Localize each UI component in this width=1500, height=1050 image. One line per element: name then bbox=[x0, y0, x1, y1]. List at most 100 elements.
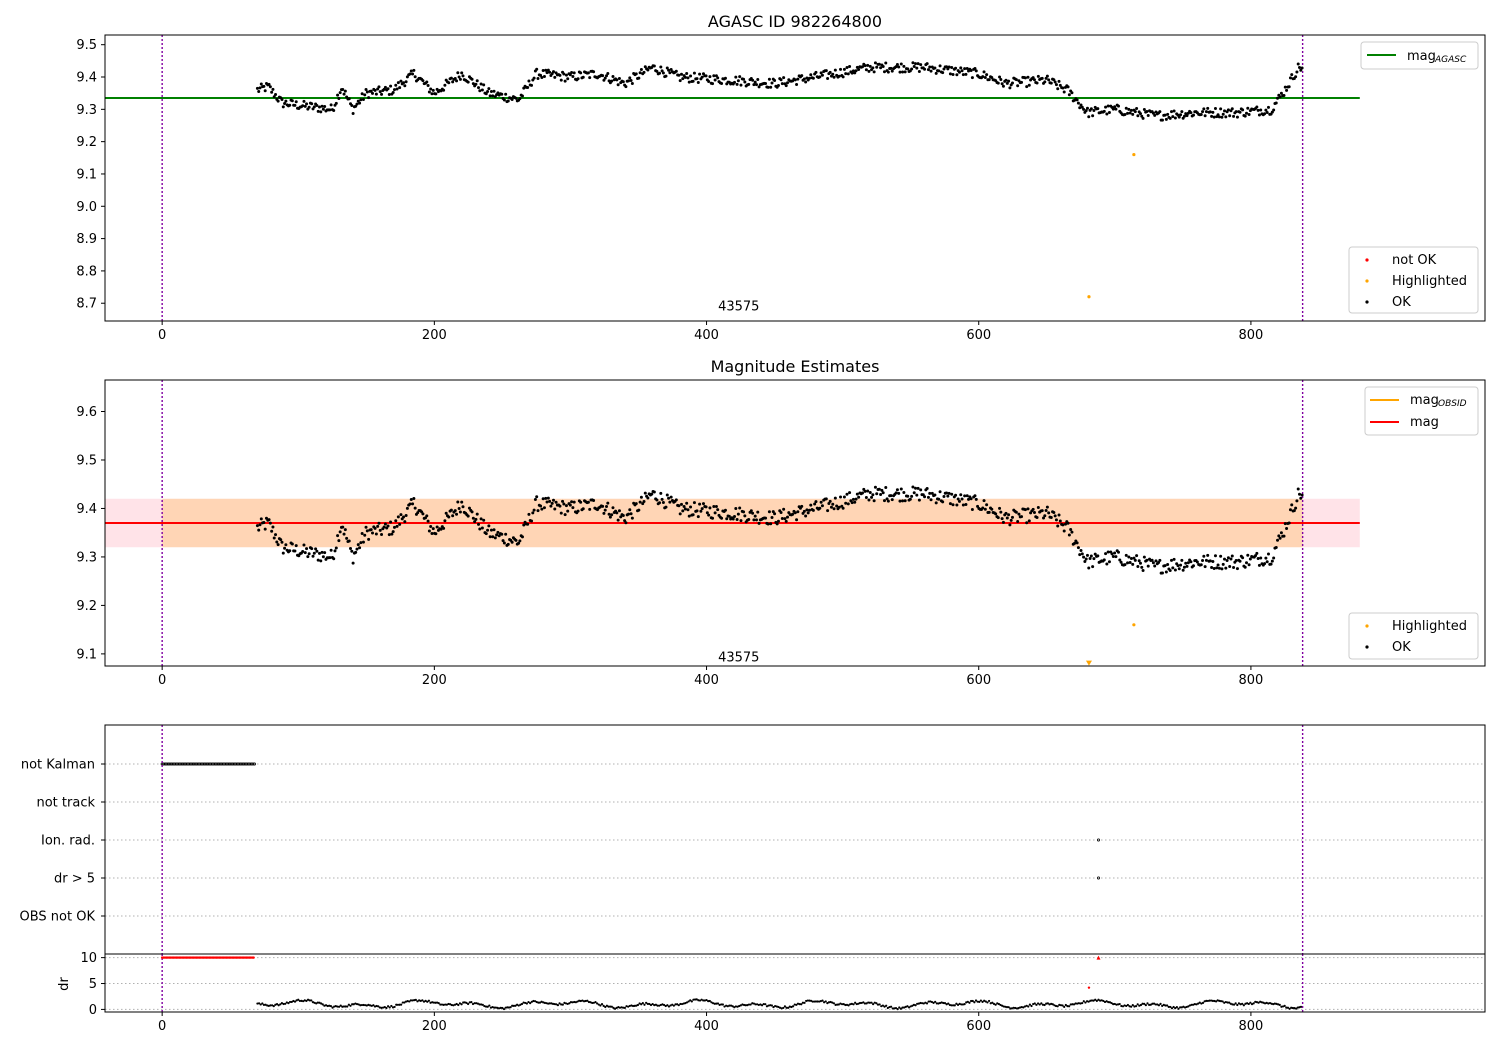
ok-point bbox=[998, 506, 1002, 510]
dr-point bbox=[1141, 1002, 1144, 1005]
ok-point bbox=[258, 86, 262, 90]
dr-point bbox=[1148, 1003, 1151, 1006]
dr-point bbox=[867, 1001, 870, 1004]
dr-point bbox=[1154, 1003, 1157, 1006]
ok-point bbox=[466, 514, 470, 518]
dr-point bbox=[571, 1001, 574, 1004]
ok-point bbox=[373, 526, 377, 530]
ok-point bbox=[1052, 78, 1056, 82]
ok-point bbox=[626, 512, 630, 516]
dr-point bbox=[1285, 1006, 1288, 1009]
ok-point bbox=[686, 76, 690, 80]
dr-point bbox=[1164, 1004, 1167, 1007]
ok-point bbox=[288, 103, 292, 107]
ok-point bbox=[990, 507, 994, 511]
ok-point bbox=[711, 516, 715, 520]
panel-dr-plot-area bbox=[105, 954, 1485, 1012]
dr-point bbox=[643, 1003, 646, 1006]
ok-point bbox=[681, 77, 685, 81]
dr-point bbox=[499, 1006, 502, 1009]
dr-point bbox=[666, 1004, 669, 1007]
ok-point bbox=[882, 70, 886, 74]
dr-point bbox=[1045, 1002, 1048, 1005]
ok-point bbox=[359, 98, 363, 102]
dr-point bbox=[347, 1003, 350, 1006]
ok-point bbox=[409, 498, 413, 502]
ok-point bbox=[818, 506, 822, 510]
dr-point bbox=[813, 1000, 816, 1003]
ok-point bbox=[779, 511, 783, 515]
ok-point bbox=[276, 543, 280, 547]
ok-point bbox=[363, 533, 367, 537]
dr-point bbox=[981, 1000, 984, 1003]
ok-point bbox=[661, 71, 665, 75]
ok-point bbox=[279, 538, 283, 542]
ok-point bbox=[959, 66, 963, 70]
dr-point bbox=[1159, 1002, 1162, 1005]
ok-point bbox=[329, 548, 333, 552]
ok-point bbox=[1105, 562, 1109, 566]
ok-point bbox=[548, 70, 552, 74]
ok-point bbox=[532, 508, 536, 512]
ok-point bbox=[826, 509, 830, 513]
dr-point bbox=[587, 1000, 591, 1004]
ok-point bbox=[382, 525, 386, 529]
ok-point bbox=[842, 495, 846, 499]
dr-point bbox=[478, 1003, 481, 1006]
ok-point bbox=[791, 512, 795, 516]
ok-point bbox=[1079, 548, 1083, 552]
dr-point bbox=[272, 1005, 275, 1008]
ok-point bbox=[1266, 105, 1270, 109]
ok-point bbox=[1241, 108, 1245, 112]
ok-point bbox=[425, 514, 429, 518]
ok-point bbox=[1241, 556, 1245, 560]
ok-point bbox=[338, 530, 342, 534]
ok-point bbox=[257, 528, 261, 532]
ok-point bbox=[800, 74, 804, 78]
dr-point bbox=[1005, 1006, 1009, 1009]
dr-point bbox=[1161, 1004, 1164, 1007]
dr-point bbox=[1061, 1004, 1064, 1007]
ok-point bbox=[486, 90, 490, 94]
ok-point bbox=[1230, 554, 1234, 558]
ok-point bbox=[880, 488, 884, 492]
ok-point bbox=[961, 73, 965, 77]
ok-point bbox=[1010, 515, 1014, 519]
ok-point bbox=[850, 501, 854, 505]
ok-point bbox=[782, 507, 786, 511]
dr-point bbox=[992, 1002, 996, 1005]
ok-point bbox=[767, 77, 771, 81]
ok-point bbox=[1089, 107, 1093, 111]
ok-point bbox=[1296, 62, 1300, 66]
ok-point bbox=[386, 524, 390, 528]
ok-point bbox=[561, 499, 565, 503]
ok-point bbox=[848, 491, 852, 495]
dr-point bbox=[501, 1006, 504, 1010]
dr-point bbox=[537, 1001, 540, 1004]
flag-point bbox=[201, 762, 205, 766]
dr-point bbox=[752, 1002, 755, 1005]
ok-point bbox=[303, 551, 307, 555]
dr-point bbox=[302, 1000, 305, 1003]
flag-point bbox=[204, 762, 208, 766]
ok-point bbox=[1300, 493, 1304, 497]
ok-point bbox=[713, 78, 717, 82]
dr-point bbox=[605, 1004, 609, 1007]
ok-point bbox=[796, 77, 800, 81]
dr-point bbox=[271, 1004, 274, 1007]
x-tick-label: 800 bbox=[1239, 1019, 1264, 1034]
dr-point bbox=[872, 1003, 875, 1006]
flag-point bbox=[231, 762, 235, 766]
ok-point bbox=[321, 555, 325, 559]
ok-point bbox=[695, 509, 699, 513]
ok-point bbox=[735, 82, 739, 86]
ok-point bbox=[1282, 534, 1286, 538]
ok-point bbox=[457, 506, 461, 510]
ok-point bbox=[660, 497, 664, 501]
flag-point bbox=[207, 762, 211, 766]
ok-point bbox=[669, 67, 673, 71]
ok-point bbox=[1283, 85, 1287, 89]
flag-point bbox=[176, 762, 180, 766]
panel-agasc-y-axis: 8.78.88.99.09.19.29.39.49.5 bbox=[76, 38, 105, 312]
ok-point bbox=[581, 507, 585, 511]
